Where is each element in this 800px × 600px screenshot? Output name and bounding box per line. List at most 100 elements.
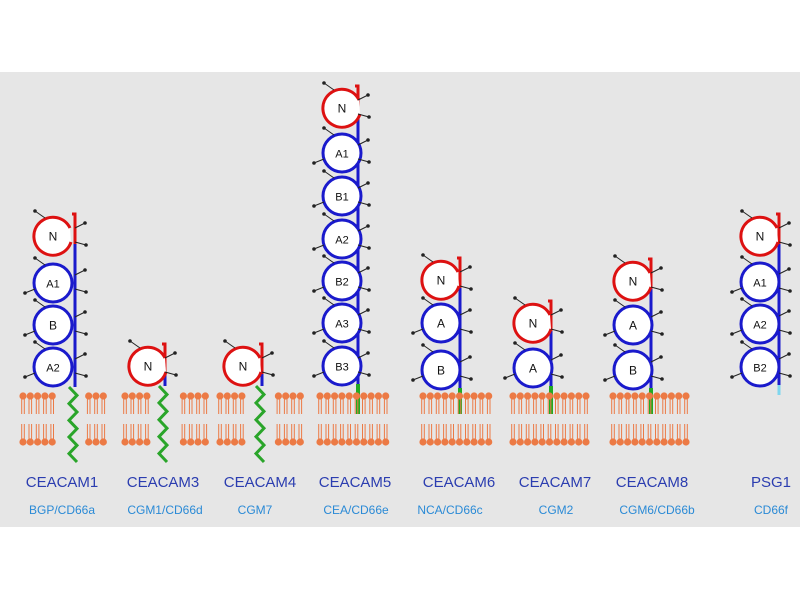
lipid-head <box>485 392 493 400</box>
lipid-head <box>179 438 187 446</box>
lipid-head <box>231 392 239 400</box>
lipid-head <box>516 438 524 446</box>
glycan-chain <box>550 309 562 316</box>
glycan-dot <box>468 308 472 312</box>
lipid-head <box>323 438 331 446</box>
glycan-dot <box>659 310 663 314</box>
glycan-chain <box>778 329 791 334</box>
glycan-chain <box>614 255 626 264</box>
glycan-dot <box>312 374 316 378</box>
transmembrane-helix <box>156 384 170 464</box>
glycan-dot <box>730 332 734 336</box>
glycan-chain <box>323 82 335 91</box>
glycan-chain <box>357 371 370 376</box>
domain-label: N <box>49 230 58 244</box>
lipid-head <box>92 438 100 446</box>
glycan-dot <box>730 375 734 379</box>
lipid-head <box>624 392 632 400</box>
domain-label: N <box>437 274 446 288</box>
lipid-head <box>48 392 56 400</box>
glycan-dot <box>312 247 316 251</box>
glycan-dot <box>411 378 415 382</box>
domain-a2: A2 <box>730 297 792 345</box>
glycan-chain <box>778 372 791 377</box>
lipid-head <box>463 392 471 400</box>
glycan-dot <box>788 331 792 335</box>
lipid-head <box>223 392 231 400</box>
glycan-chain <box>74 353 86 360</box>
glycan-dot <box>421 296 425 300</box>
lipid-head <box>545 438 554 446</box>
ig-domain-circle <box>739 261 781 303</box>
lipid-head <box>296 438 304 446</box>
glycan-dot <box>366 138 370 142</box>
glycan-chain <box>34 299 46 308</box>
glycan-chain <box>650 267 662 274</box>
molecule-ceacam3: N <box>127 339 178 464</box>
molecule-alias-ceacam6: NCA/CD66c <box>417 503 483 517</box>
lipid-head <box>645 392 654 400</box>
molecule-ceacam7: NA <box>503 296 564 414</box>
glycan-dot <box>366 308 370 312</box>
lipid-head <box>524 392 532 400</box>
lipid-head <box>667 438 676 446</box>
domain-label: N <box>529 317 538 331</box>
glycan-dot <box>513 341 517 345</box>
glycan-dot <box>367 246 371 250</box>
glycan-dot <box>322 254 326 258</box>
molecule-name-psg1: PSG1 <box>750 474 792 491</box>
glycan-dot <box>366 351 370 355</box>
lipid-head <box>441 438 449 446</box>
molecule-alias-ceacam1: BGP/CD66a <box>28 503 96 517</box>
glycan-dot <box>312 161 316 165</box>
lipid-bilayer-6 <box>509 392 590 446</box>
glycan-chain <box>74 330 87 335</box>
molecule-name-ceacam8: CEACAM8 <box>615 474 689 491</box>
glycan-chain <box>741 341 753 350</box>
glycan-chain <box>357 309 369 316</box>
lipid-head <box>509 438 517 446</box>
lipid-head <box>631 392 639 400</box>
glycan-dot <box>23 333 27 337</box>
glycan-dot <box>603 333 607 337</box>
glycan-dot <box>560 330 564 334</box>
lipid-head <box>434 392 442 400</box>
lipid-head <box>538 438 546 446</box>
glycan-chain <box>459 328 472 333</box>
lipid-head <box>238 438 246 446</box>
glycan-dot <box>659 266 663 270</box>
glycan-chain <box>164 352 176 359</box>
glycan-dot <box>613 254 617 258</box>
lipid-head <box>448 392 456 400</box>
domain-label: A1 <box>335 149 348 161</box>
lipid-head <box>567 438 576 446</box>
glycan-chain <box>357 113 370 118</box>
domain-a: A <box>411 296 473 344</box>
glycan-dot <box>367 203 371 207</box>
domain-label: A <box>529 362 537 376</box>
glycan-chain <box>778 353 790 360</box>
glycan-chain <box>778 241 791 246</box>
ig-domain-circle <box>512 347 554 389</box>
lipid-head <box>85 392 93 400</box>
ig-domain-circle <box>612 349 654 391</box>
lipid-head <box>85 438 93 446</box>
domain-label: B2 <box>753 363 766 375</box>
lipid-bilayer-3 <box>216 392 304 446</box>
lipid-head <box>316 438 324 446</box>
lipid-head <box>477 392 485 400</box>
glycan-dot <box>740 340 744 344</box>
glycan-dot <box>411 331 415 335</box>
glycan-chain <box>34 341 46 350</box>
lipid-head <box>455 438 464 446</box>
lipid-head <box>345 438 353 446</box>
glycan-dot <box>312 289 316 293</box>
glycan-dot <box>322 339 326 343</box>
lipid-head <box>419 438 427 446</box>
domain-b1: B1 <box>312 169 371 217</box>
molecule-alias-ceacam5: CEA/CD66e <box>323 503 389 517</box>
domain-label: A2 <box>335 235 348 247</box>
lipid-head <box>238 392 246 400</box>
lipid-head <box>560 438 568 446</box>
